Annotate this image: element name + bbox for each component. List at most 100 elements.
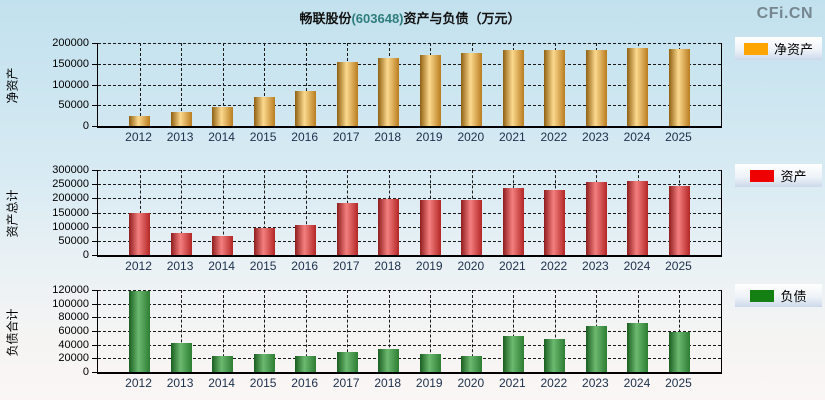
y-tick-label: 20000 — [58, 352, 89, 365]
y-tick-label: 0 — [82, 120, 89, 132]
y-tick-label: 200000 — [52, 37, 89, 49]
y-tick-label: 120000 — [52, 284, 89, 296]
x-tick-label: 2021 — [498, 130, 526, 144]
x-tick-label: 2017 — [332, 130, 360, 144]
x-tick-label: 2025 — [665, 259, 692, 273]
net-assets-plot-area — [97, 43, 722, 128]
x-tick-label: 2013 — [166, 130, 194, 144]
gridline-vertical — [264, 170, 266, 255]
net-assets-bar-2014 — [212, 106, 234, 126]
total-liabilities-bar-2013 — [170, 343, 192, 372]
x-tick-label: 2015 — [249, 130, 277, 144]
y-tick-mark — [92, 63, 97, 65]
total-assets-bar-2019 — [419, 200, 441, 255]
x-tick-label: 2013 — [166, 259, 194, 273]
x-tick-label: 2016 — [291, 376, 318, 390]
y-tick-mark — [92, 105, 97, 107]
y-tick-label: 300000 — [52, 164, 89, 176]
gridline-horizontal — [98, 317, 721, 319]
gridline-vertical — [305, 290, 307, 372]
y-tick-label: 150000 — [52, 206, 89, 219]
x-tick-label: 2016 — [291, 130, 318, 144]
total-assets-bar-2016 — [295, 224, 317, 255]
net-assets-bar-2017 — [336, 61, 358, 126]
legend-net-assets: 净资产 — [735, 37, 822, 60]
gridline-horizontal — [98, 43, 721, 44]
gridline-vertical — [222, 43, 224, 126]
total-assets-bar-2013 — [170, 232, 192, 255]
net-assets-bar-2020 — [461, 53, 483, 126]
x-tick-label: 2024 — [623, 130, 651, 144]
total-liabilities-bar-2020 — [461, 356, 483, 372]
x-tick-label: 2023 — [582, 130, 609, 144]
legend-assets: 资产 — [735, 164, 822, 187]
net-assets-bar-2012 — [129, 115, 151, 126]
x-tick-label: 2020 — [457, 376, 485, 390]
gridline-horizontal — [98, 240, 721, 242]
y-tick-mark — [92, 198, 97, 200]
gridline-horizontal — [98, 198, 721, 200]
y-tick-label: 100000 — [52, 220, 89, 233]
y-tick-mark — [92, 184, 97, 186]
x-tick-label: 2015 — [249, 376, 277, 390]
gridline-vertical — [430, 290, 432, 372]
gridline-vertical — [305, 43, 307, 126]
gridline-vertical — [513, 290, 515, 372]
y-tick-mark — [92, 126, 97, 127]
gridline-vertical — [222, 170, 224, 255]
legend-swatch-green — [750, 289, 775, 302]
gridline-vertical — [181, 170, 183, 255]
y-tick-mark — [92, 240, 97, 242]
x-tick-label: 2023 — [582, 259, 609, 273]
x-tick-label: 2020 — [457, 130, 485, 144]
gridline-vertical — [264, 290, 266, 372]
y-tick-mark — [92, 303, 97, 305]
gridline-vertical — [388, 290, 390, 372]
gridline-vertical — [347, 290, 349, 372]
net-assets-bar-2022 — [544, 50, 566, 126]
x-tick-label: 2019 — [415, 376, 443, 390]
y-tick-mark — [92, 372, 97, 373]
legend-swatch-orange — [743, 42, 768, 55]
total-liabilities-chart: 负债合计 负债 0 20000 40000 60000 80000 100000 12000… — [0, 284, 825, 400]
gridline-vertical — [139, 43, 141, 126]
total-liabilities-bar-2014 — [212, 355, 234, 372]
total-assets-bar-2025 — [668, 185, 690, 255]
total-assets-bar-2014 — [212, 235, 234, 255]
total-liabilities-bar-2021 — [502, 336, 524, 372]
legend-label: 负债 — [780, 289, 807, 304]
total-liabilities-bar-2016 — [295, 355, 317, 372]
y-tick-mark — [92, 170, 97, 171]
gridline-horizontal — [98, 184, 721, 186]
y-tick-label: 150000 — [52, 57, 89, 70]
chart-title-suffix: 资产与负债（万元） — [403, 11, 521, 26]
gridline-horizontal — [98, 358, 721, 360]
y-tick-mark — [92, 255, 97, 256]
gridline-vertical — [679, 290, 681, 372]
y-tick-label: 50000 — [58, 99, 89, 112]
y-tick-mark — [92, 331, 97, 332]
total-assets-bar-2012 — [129, 213, 151, 255]
x-tick-label: 2022 — [540, 259, 568, 273]
y-axis-label: 负债合计 — [5, 307, 20, 357]
net-assets-bar-2019 — [419, 55, 441, 126]
x-tick-label: 2012 — [125, 130, 152, 144]
total-assets-bar-2018 — [378, 198, 400, 255]
total-assets-bar-2021 — [502, 188, 524, 255]
total-liabilities-plot-area — [97, 290, 722, 374]
gridline-vertical — [181, 43, 183, 126]
total-assets-bar-2022 — [544, 189, 566, 255]
x-tick-label: 2017 — [332, 376, 360, 390]
legend-swatch-red — [750, 169, 775, 182]
x-tick-label: 2024 — [623, 259, 651, 273]
y-tick-label: 0 — [82, 366, 89, 378]
x-tick-label: 2022 — [540, 376, 568, 390]
x-tick-label: 2017 — [332, 259, 360, 273]
total-liabilities-bar-2012 — [129, 290, 151, 372]
net-assets-bar-2025 — [668, 49, 690, 126]
gridline-horizontal — [98, 226, 721, 228]
total-liabilities-bar-2018 — [378, 349, 400, 372]
total-assets-bar-2024 — [627, 181, 649, 255]
net-assets-chart: 净资产 净资产 0 50000 100000 150000 200000 2012 2013… — [0, 37, 825, 153]
y-tick-label: 50000 — [58, 234, 89, 247]
